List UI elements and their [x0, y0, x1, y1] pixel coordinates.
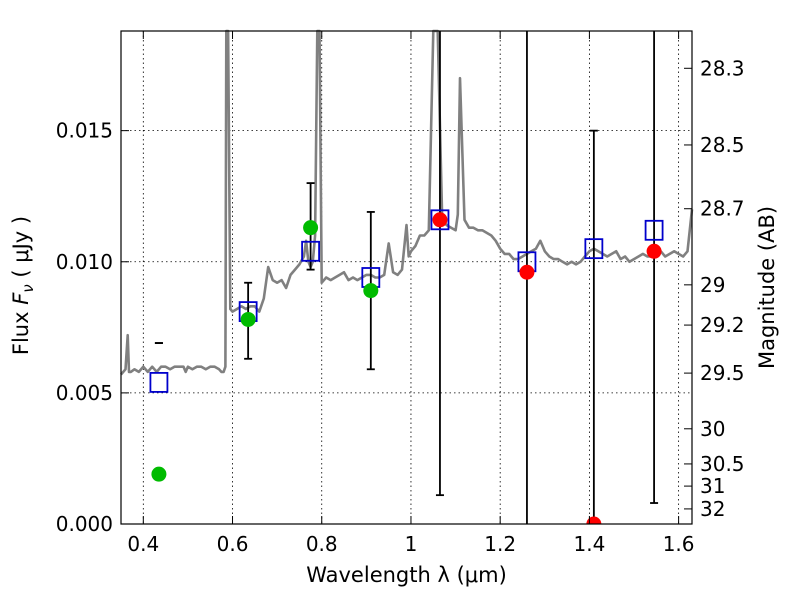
x-tick-label: 0.8	[306, 532, 338, 556]
y2-tick-label: 28.5	[700, 133, 745, 157]
upper-limit-point	[646, 243, 662, 259]
y2-tick-label: 28.3	[700, 56, 745, 80]
y2-axis-label: Magnitude (AB)	[755, 206, 779, 369]
y-tick-label: 0.010	[56, 250, 113, 274]
model-point	[301, 240, 320, 262]
model-point	[644, 219, 664, 241]
y2-tick-label: 31	[700, 474, 725, 498]
observed-point	[151, 466, 167, 482]
x-tick-label: 0.6	[217, 532, 249, 556]
y-axis-label-sub: ν	[19, 284, 37, 292]
observed-point	[303, 220, 319, 236]
spectrum-line	[120, 29, 694, 376]
y-tick-label: 0.000	[56, 512, 113, 536]
y-axis-label: Flux Fν ( μJy )	[9, 216, 37, 355]
spectrum-series	[120, 29, 694, 376]
grid-lines	[121, 31, 692, 524]
y2-tick-label: 32	[700, 497, 725, 521]
observed-point	[363, 283, 379, 299]
y2-tick-label: 29.5	[700, 361, 745, 385]
x-tick-label: 1	[405, 532, 418, 556]
plot-frame	[120, 30, 693, 525]
data-markers	[149, 209, 664, 524]
upper-limit-point	[586, 516, 602, 524]
x-axis-label: Wavelength λ (μm)	[306, 563, 507, 587]
y-axis-label-post: ( μJy )	[9, 216, 33, 284]
upper-limit-point	[519, 264, 535, 280]
model-point	[149, 371, 169, 393]
y2-tick-label: 29	[700, 273, 725, 297]
y2-tick-label: 29.2	[700, 313, 745, 337]
y-tick-label: 0.005	[56, 381, 113, 405]
axis-ticks: 0.4 0.6 0.8 1 1.2 1.4 1.6 0.000 0.005 0.010 0.015 2…	[56, 31, 745, 556]
y2-tick-label: 28.7	[700, 197, 745, 221]
y2-tick-label: 30.5	[700, 452, 745, 476]
upper-limit-point	[432, 212, 448, 228]
x-tick-label: 1.2	[484, 532, 516, 556]
y-axis-label-var: F	[9, 292, 33, 305]
y-axis-label-pre: Flux	[9, 305, 33, 355]
model-point	[584, 238, 604, 260]
model-point	[430, 209, 450, 231]
y2-tick-label: 30	[700, 417, 725, 441]
y-tick-label: 0.015	[56, 119, 113, 143]
x-tick-label: 1.4	[573, 532, 605, 556]
observed-point	[240, 311, 256, 327]
x-tick-label: 1.6	[663, 532, 695, 556]
x-tick-label: 0.4	[127, 532, 159, 556]
